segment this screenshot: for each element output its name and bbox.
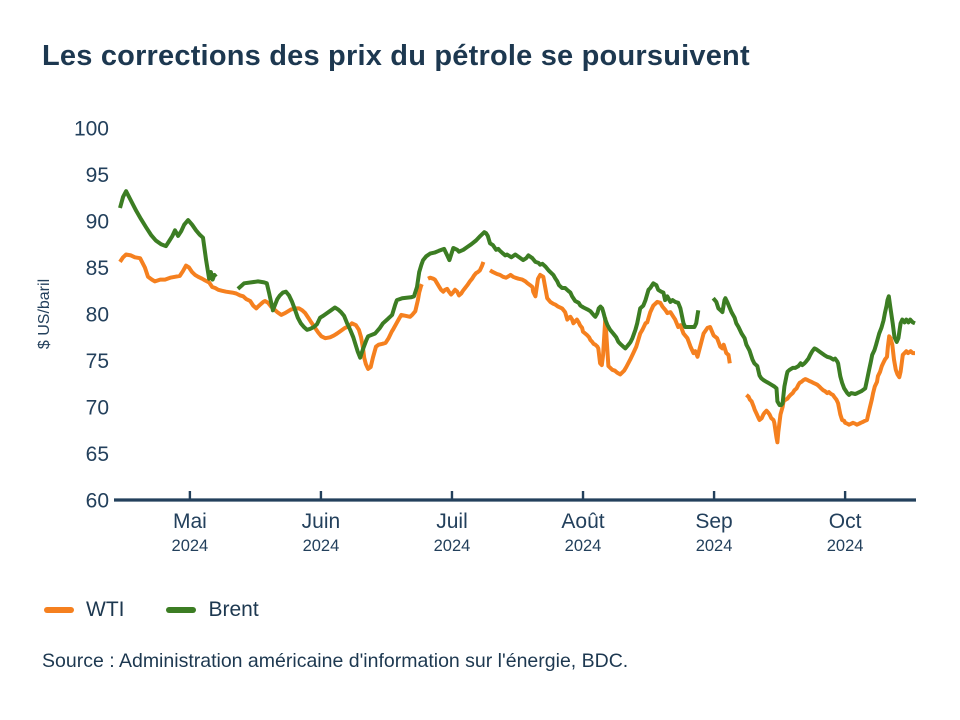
legend: WTI Brent: [44, 598, 259, 622]
x-tick-month: Juin: [302, 510, 341, 533]
y-tick-label: 80: [86, 304, 109, 327]
y-axis-title: $ US/baril: [36, 279, 53, 349]
wti-legend-label: WTI: [86, 598, 125, 621]
x-tick-month: Sep: [695, 510, 732, 533]
chart-title: Les corrections des prix du pétrole se p…: [42, 40, 750, 72]
x-tick-year: 2024: [696, 537, 733, 555]
y-tick-label: 60: [86, 490, 109, 513]
brent-line: [118, 189, 218, 282]
y-tick-label: 85: [86, 257, 109, 280]
y-tick-label: 75: [86, 350, 109, 373]
x-tick-year: 2024: [172, 537, 209, 555]
brent-line-swatch: [166, 607, 197, 613]
wti-line: [488, 268, 732, 377]
y-tick-label: 70: [86, 397, 109, 420]
wti-line: [427, 261, 486, 298]
y-tick-label: 65: [86, 443, 109, 466]
source-note: Source : Administration américaine d'inf…: [42, 650, 629, 672]
x-tick-month: Mai: [173, 510, 207, 533]
x-tick-year: 2024: [434, 537, 471, 555]
wti-line: [118, 252, 424, 371]
x-tick-month: Août: [561, 510, 604, 533]
brent-line: [711, 294, 916, 408]
brent-legend-label: Brent: [208, 598, 259, 621]
x-tick-month: Oct: [829, 510, 862, 533]
x-tick-month: Juil: [436, 510, 468, 533]
legend-item-brent: Brent: [166, 598, 259, 622]
y-tick-label: 100: [74, 118, 109, 141]
x-tick-year: 2024: [303, 537, 340, 555]
y-tick-label: 90: [86, 211, 109, 234]
legend-item-wti: WTI: [44, 598, 124, 622]
x-tick-year: 2024: [827, 537, 864, 555]
x-tick-year: 2024: [565, 537, 602, 555]
wti-line-swatch: [44, 607, 74, 613]
brent-line: [236, 230, 701, 360]
y-tick-label: 95: [86, 164, 109, 187]
wti-line: [745, 334, 915, 445]
